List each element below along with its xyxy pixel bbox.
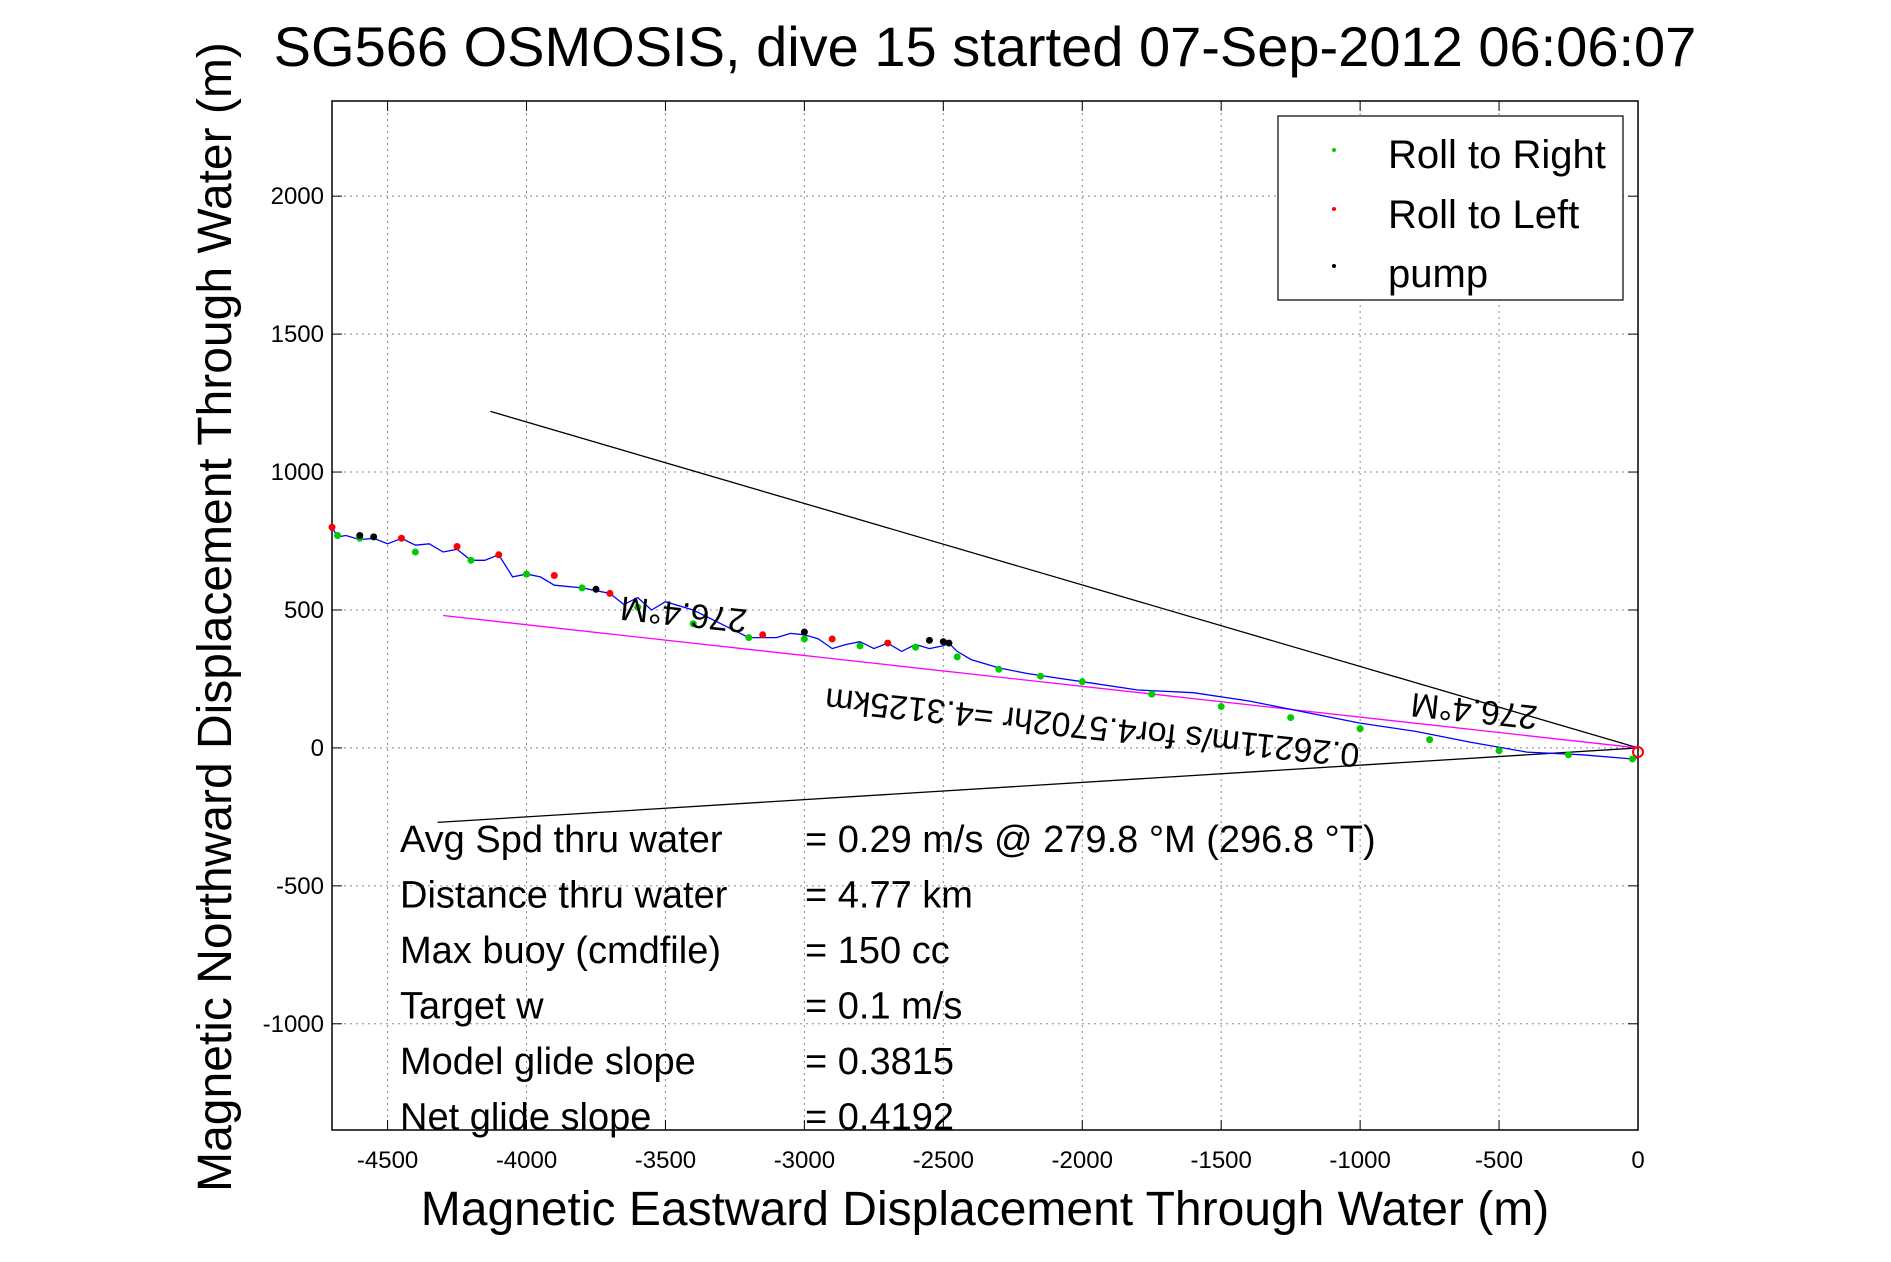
roll-right-point [467, 556, 475, 564]
plot-area [331, 100, 1639, 1131]
stat-value: = 4.77 km [805, 875, 973, 917]
x-tick-label: -3000 [774, 1147, 835, 1174]
x-axis: -4500 -4000 -3500 -3000 -2500 -2000 -1500 -1000… [357, 101, 1645, 1174]
roll-right-point [1148, 690, 1156, 698]
x-tick-label: -500 [1475, 1147, 1523, 1174]
pump-point [945, 639, 953, 647]
roll-right-point [411, 548, 419, 556]
roll-right-point [689, 620, 697, 628]
roll-right-point [1495, 747, 1503, 755]
roll-right-point [578, 584, 586, 592]
x-axis-label: Magnetic Eastward Displacement Through W… [421, 1183, 1549, 1236]
reference-lines [437, 410, 1639, 824]
reference-line-heading [443, 614, 1639, 749]
stat-value: = 150 cc [805, 930, 950, 972]
roll-right-point [1356, 725, 1364, 733]
roll-left-point [397, 534, 405, 542]
roll-right-point [1426, 736, 1434, 744]
roll-right-point [745, 634, 753, 642]
legend: Roll to Right Roll to Left pump [1277, 115, 1624, 301]
roll-left-point [606, 589, 614, 597]
y-tick-label: -500 [276, 873, 324, 900]
roll-right-point [912, 643, 920, 651]
x-tick-label: -1500 [1190, 1147, 1251, 1174]
stat-value: = 0.3815 [805, 1041, 954, 1083]
pump-point [356, 531, 364, 539]
stat-label: Model glide slope [400, 1041, 696, 1083]
roll-right-point [1217, 703, 1225, 711]
roll-right-point [856, 642, 864, 650]
roll-left-point [495, 551, 503, 559]
roll-right-point [523, 570, 531, 578]
roll-right-point [1565, 751, 1573, 759]
stat-value: = 0.4192 [805, 1097, 954, 1139]
roll-right-point [1078, 678, 1086, 686]
roll-left-point [550, 571, 558, 579]
roll-left-point [828, 635, 836, 643]
pump-point [800, 628, 808, 636]
roll-right-point [995, 665, 1003, 673]
end-marker [1632, 746, 1644, 759]
legend-label-roll-left: Roll to Left [1388, 193, 1579, 237]
x-tick-label: -1000 [1329, 1147, 1390, 1174]
x-tick-label: -3500 [635, 1147, 696, 1174]
dive-track [331, 526, 1644, 760]
roll-right-point [1287, 714, 1295, 722]
roll-right-point [334, 531, 342, 539]
roll-right-point [1037, 672, 1045, 680]
stat-value: = 0.29 m/s @ 279.8 °M (296.8 °T) [805, 819, 1376, 861]
legend-marker-roll-right [1332, 148, 1336, 152]
y-axis: -1000 -500 0 500 1000 1500 2000 [263, 183, 1638, 1038]
reference-line-upper [490, 410, 1639, 749]
roll-markers [328, 523, 1636, 763]
roll-left-point [759, 631, 767, 639]
chart-title: SG566 OSMOSIS, dive 15 started 07-Sep-20… [274, 15, 1697, 78]
legend-marker-roll-left [1332, 207, 1336, 211]
roll-left-point [884, 639, 892, 647]
roll-left-point [328, 523, 336, 531]
legend-label-pump: pump [1388, 252, 1488, 296]
y-tick-label: 1500 [271, 321, 324, 348]
roll-right-point [1628, 755, 1636, 763]
x-tick-label: -2000 [1052, 1147, 1113, 1174]
x-tick-label: 0 [1631, 1147, 1644, 1174]
y-tick-label: 1000 [271, 459, 324, 486]
legend-marker-pump [1332, 264, 1336, 268]
stat-label: Avg Spd thru water [400, 819, 723, 861]
x-tick-label: -4500 [357, 1147, 418, 1174]
pump-point [939, 638, 947, 646]
y-tick-label: 500 [284, 597, 324, 624]
stat-value: = 0.1 m/s [805, 986, 962, 1028]
stat-label: Net glide slope [400, 1097, 651, 1139]
track-line [331, 526, 1639, 760]
y-tick-label: 0 [311, 735, 324, 762]
x-tick-label: -4000 [496, 1147, 557, 1174]
stat-label: Max buoy (cmdfile) [400, 930, 721, 972]
y-tick-label: 2000 [271, 183, 324, 210]
pump-point [370, 533, 378, 541]
stats-block: Avg Spd thru water = 0.29 m/s @ 279.8 °M … [400, 819, 1376, 1139]
pump-point [592, 585, 600, 593]
x-tick-label: -2500 [913, 1147, 974, 1174]
grid-lines [332, 101, 1639, 1130]
stat-label: Target w [400, 986, 544, 1028]
legend-label-roll-right: Roll to Right [1388, 133, 1606, 177]
roll-right-point [800, 635, 808, 643]
pump-point [925, 636, 933, 644]
roll-right-point [953, 653, 961, 661]
roll-right-point [634, 603, 642, 611]
y-tick-label: -1000 [263, 1011, 324, 1038]
y-axis-label: Magnetic Northward Displacement Through … [189, 42, 242, 1192]
stat-label: Distance thru water [400, 875, 728, 917]
roll-left-point [453, 543, 461, 551]
reference-line-lower [437, 747, 1639, 824]
